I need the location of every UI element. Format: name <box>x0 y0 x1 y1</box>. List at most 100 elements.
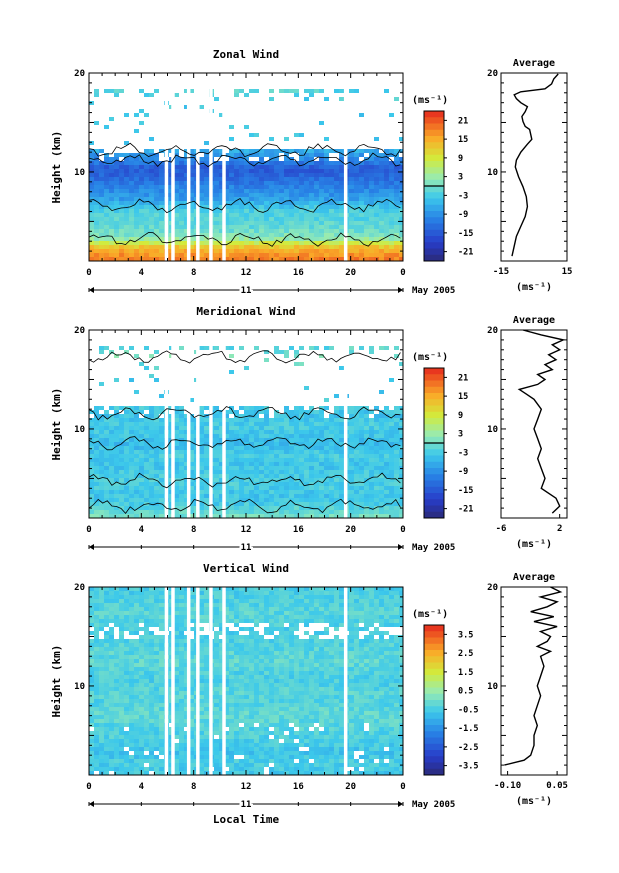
heatmap-cell <box>364 478 369 482</box>
heatmap-cell <box>224 253 229 257</box>
heatmap-cell <box>399 177 403 181</box>
heatmap-cell <box>139 683 144 687</box>
heatmap-cell <box>284 406 289 410</box>
heatmap-cell <box>179 201 184 205</box>
heatmap-cell <box>154 727 159 731</box>
heatmap-cell <box>189 482 194 486</box>
heatmap-cell <box>389 438 394 442</box>
heatmap-cell <box>324 229 329 233</box>
heatmap-cell <box>339 173 344 177</box>
heatmap-cell <box>89 695 94 699</box>
heatmap-cell <box>314 173 319 177</box>
heatmap-cell <box>284 137 289 141</box>
heatmap-cell <box>349 189 354 193</box>
heatmap-cell <box>339 486 344 490</box>
heatmap-cell <box>94 454 99 458</box>
heatmap-cell <box>309 406 314 410</box>
heatmap-cell <box>174 165 179 169</box>
heatmap-cell <box>114 217 119 221</box>
heatmap-cell <box>189 173 194 177</box>
heatmap-cell <box>99 350 104 354</box>
heatmap-cell <box>354 430 359 434</box>
heatmap-cell <box>224 478 229 482</box>
heatmap-cell <box>179 603 184 607</box>
heatmap-cell <box>229 245 234 249</box>
heatmap-cell <box>154 153 159 157</box>
heatmap-cell <box>99 510 104 514</box>
heatmap-cell <box>109 699 114 703</box>
heatmap-cell <box>149 438 154 442</box>
heatmap-cell <box>384 506 389 510</box>
heatmap-cell <box>179 165 184 169</box>
heatmap-cell <box>214 245 219 249</box>
heatmap-cell <box>149 430 154 434</box>
heatmap-cell <box>269 506 274 510</box>
heatmap-cell <box>289 241 294 245</box>
heatmap-cell <box>354 406 359 410</box>
heatmap-cell <box>394 197 399 201</box>
heatmap-cell <box>134 233 139 237</box>
heatmap-cell <box>354 454 359 458</box>
heatmap-cell <box>359 189 364 193</box>
heatmap-cell <box>139 426 144 430</box>
heatmap-cell <box>379 498 384 502</box>
heatmap-cell <box>129 502 134 506</box>
heatmap-cell <box>219 470 224 474</box>
heatmap-cell <box>219 418 224 422</box>
heatmap-cell <box>229 442 234 446</box>
heatmap-cell <box>89 623 94 627</box>
data-gap <box>186 330 191 518</box>
heatmap-cell <box>254 149 259 153</box>
heatmap-cell <box>274 490 279 494</box>
heatmap-cell <box>99 229 104 233</box>
heatmap-cell <box>89 161 94 165</box>
heatmap-cell <box>114 354 119 358</box>
heatmap-cell <box>399 233 403 237</box>
heatmap-cell <box>304 422 309 426</box>
heatmap-cell <box>139 739 144 743</box>
heatmap-cell <box>294 93 299 97</box>
heatmap-cell <box>134 430 139 434</box>
heatmap-cell <box>369 450 374 454</box>
heatmap-cell <box>249 221 254 225</box>
heatmap-cell <box>144 418 149 422</box>
heatmap-cell <box>309 149 314 153</box>
heatmap-cell <box>89 458 94 462</box>
heatmap-cell <box>304 494 309 498</box>
heatmap-cell <box>254 189 259 193</box>
heatmap-cell <box>399 197 403 201</box>
heatmap-cell <box>204 165 209 169</box>
heatmap-cell <box>354 474 359 478</box>
heatmap-cell <box>269 225 274 229</box>
heatmap-cell <box>159 229 164 233</box>
heatmap-cell <box>299 201 304 205</box>
heatmap-cell <box>264 410 269 414</box>
heatmap-cell <box>219 434 224 438</box>
heatmap-cell <box>109 193 114 197</box>
heatmap-cell <box>144 651 149 655</box>
heatmap-cell <box>244 426 249 430</box>
heatmap-cell <box>354 161 359 165</box>
heatmap-cell <box>329 498 334 502</box>
heatmap-cell <box>184 153 189 157</box>
heatmap-cell <box>259 430 264 434</box>
heatmap-cell <box>134 695 139 699</box>
heatmap-cell <box>114 699 119 703</box>
heatmap-cell <box>274 438 279 442</box>
heatmap-cell <box>149 631 154 635</box>
heatmap-cell <box>124 687 129 691</box>
heatmap-cell <box>229 422 234 426</box>
heatmap-cell <box>114 454 119 458</box>
heatmap-cell <box>399 478 403 482</box>
heatmap-cell <box>284 350 289 354</box>
heatmap-cell <box>354 221 359 225</box>
heatmap-cell <box>229 177 234 181</box>
heatmap-cell <box>334 189 339 193</box>
heatmap-cell <box>159 619 164 623</box>
heatmap-cell <box>354 490 359 494</box>
heatmap-cell <box>154 739 159 743</box>
heatmap-cell <box>109 486 114 490</box>
heatmap-cell <box>229 498 234 502</box>
heatmap-cell <box>284 454 289 458</box>
heatmap-cell <box>374 430 379 434</box>
